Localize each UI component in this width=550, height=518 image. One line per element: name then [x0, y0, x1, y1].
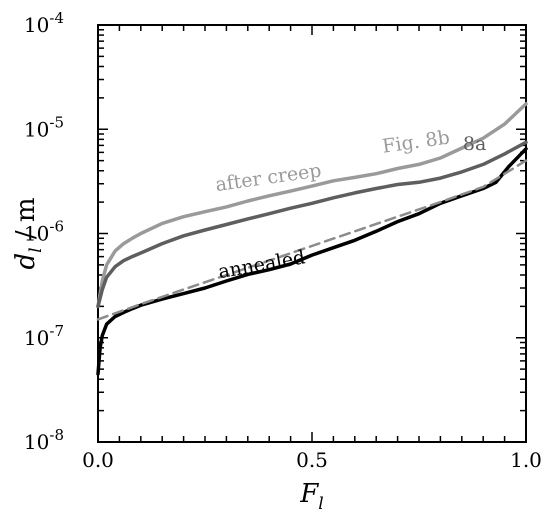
fit-line-dashed	[96, 159, 528, 321]
plot-frame	[97, 24, 527, 443]
annotation-label: Fig. 8b	[381, 127, 451, 158]
y-tick-label: 10-6	[24, 218, 64, 246]
y-tick-label: 10-4	[24, 9, 64, 37]
x-tick-label: 0.5	[296, 448, 328, 472]
series-line-after-creep-fig-8b	[96, 102, 528, 309]
annotation-label: after creep	[214, 159, 323, 196]
x-tick-label: 1.0	[510, 448, 542, 472]
y-tick-label: 10-7	[24, 322, 64, 350]
annotation-label: annealed	[217, 246, 307, 283]
y-axis-label: dl / m	[11, 197, 46, 269]
annotation-label: 8a	[463, 133, 486, 155]
series-line-8a	[96, 140, 528, 309]
x-tick-label: 0.0	[82, 448, 114, 472]
y-tick-label: 10-5	[24, 113, 64, 141]
x-axis-label: Fl	[299, 479, 323, 514]
y-tick-label: 10-8	[24, 426, 64, 454]
